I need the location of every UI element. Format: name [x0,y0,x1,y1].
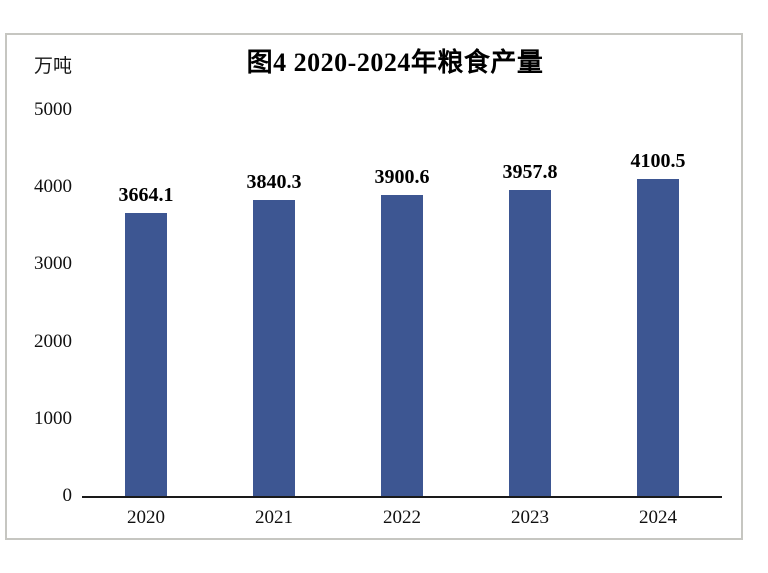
y-axis-tick-label: 1000 [34,407,72,429]
bar-2023 [509,190,551,496]
bar-value-label: 4100.5 [630,150,686,173]
chart-panel: 万吨 图4 2020-2024年粮食产量 0 1000 2000 3000 4000 50… [5,33,743,540]
x-axis-tick-label: 2022 [383,507,421,528]
x-axis-tick-label: 2020 [127,507,165,528]
y-axis-tick-label: 2000 [34,330,72,352]
bar-value-label: 3840.3 [246,170,302,193]
y-axis-tick-label: 4000 [34,176,72,198]
bar-2020 [125,213,167,496]
x-axis-tick-label: 2023 [511,507,549,528]
bar-value-label: 3957.8 [502,161,558,184]
x-axis-line [82,496,722,498]
x-axis-tick-label: 2021 [255,507,293,528]
bar-value-label: 3900.6 [374,165,430,188]
y-axis-tick-label: 0 [62,485,73,506]
bar-2022 [381,194,423,496]
bar-value-label: 3664.1 [118,184,174,207]
y-axis-tick-label: 5000 [34,99,72,120]
x-axis-tick-label: 2024 [639,507,677,528]
bar-2021 [253,199,295,496]
chart-title: 图4 2020-2024年粮食产量 [246,48,544,77]
y-axis-tick-label: 3000 [34,253,72,275]
bar-2024 [637,179,679,496]
y-axis-unit-label: 万吨 [34,56,73,77]
